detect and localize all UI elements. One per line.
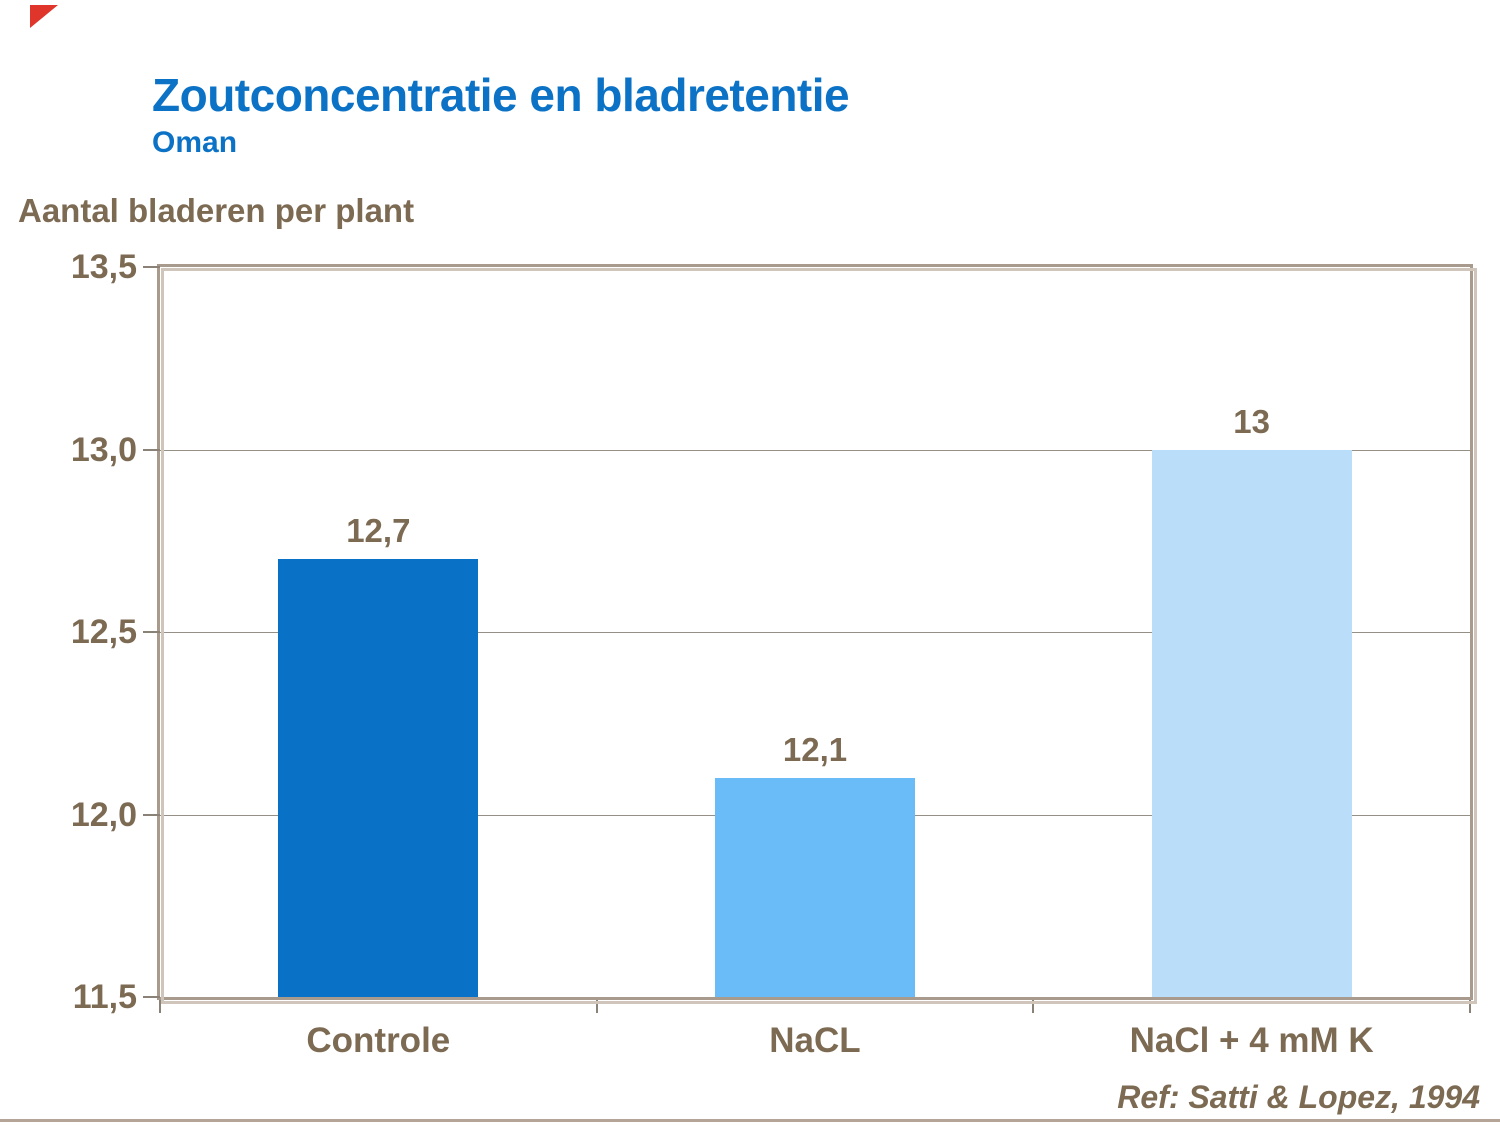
plot-area: 13,5 13,0 12,5 12,0 11,5 12,7 Controle 12,1 NaCL… — [71, 249, 1473, 1060]
y-axis-tick-label: 13,0 — [70, 430, 137, 469]
bottom-divider — [0, 1119, 1500, 1122]
page-subtitle: Oman — [152, 126, 238, 159]
reference-text: Ref: Satti & Lopez, 1994 — [1117, 1079, 1480, 1115]
x-axis-tick — [595, 1000, 598, 1013]
y-axis-tick-label: 12,0 — [70, 795, 137, 834]
y-axis-tick — [143, 448, 160, 451]
y-axis-tick — [143, 996, 160, 998]
y-axis-tick-label: 11,5 — [72, 978, 137, 1016]
y-axis-tick-label: 12,5 — [70, 613, 137, 651]
y-axis-title: Aantal bladeren per plant — [18, 192, 415, 229]
x-axis-category-label: NaCL — [769, 1021, 861, 1060]
page-title: Zoutconcentratie en bladretentie — [152, 69, 850, 121]
gridline — [160, 632, 1470, 633]
x-axis-category-label: NaCl + 4 mM K — [1129, 1021, 1374, 1060]
y-axis-tick-label: 13,5 — [70, 248, 137, 286]
red-triangle-shape — [30, 5, 58, 28]
bar-value-label: 12,1 — [782, 731, 848, 768]
y-axis-tick — [143, 813, 160, 816]
gridline — [160, 449, 1470, 451]
bar-controle — [278, 559, 479, 997]
bar-nacl-4-mm-k — [1151, 449, 1352, 997]
x-axis-tick — [1469, 1000, 1471, 1013]
bar-value-label: 12,7 — [346, 512, 411, 549]
red-corner-triangle-icon — [30, 5, 58, 28]
x-axis-tick — [1032, 1000, 1035, 1013]
y-axis-tick — [143, 631, 160, 633]
y-axis-tick — [143, 266, 160, 268]
bar-nacl — [715, 778, 915, 997]
x-axis-tick — [159, 1000, 161, 1013]
bar-value-label: 13 — [1233, 402, 1271, 440]
x-axis-category-label: Controle — [306, 1021, 451, 1060]
